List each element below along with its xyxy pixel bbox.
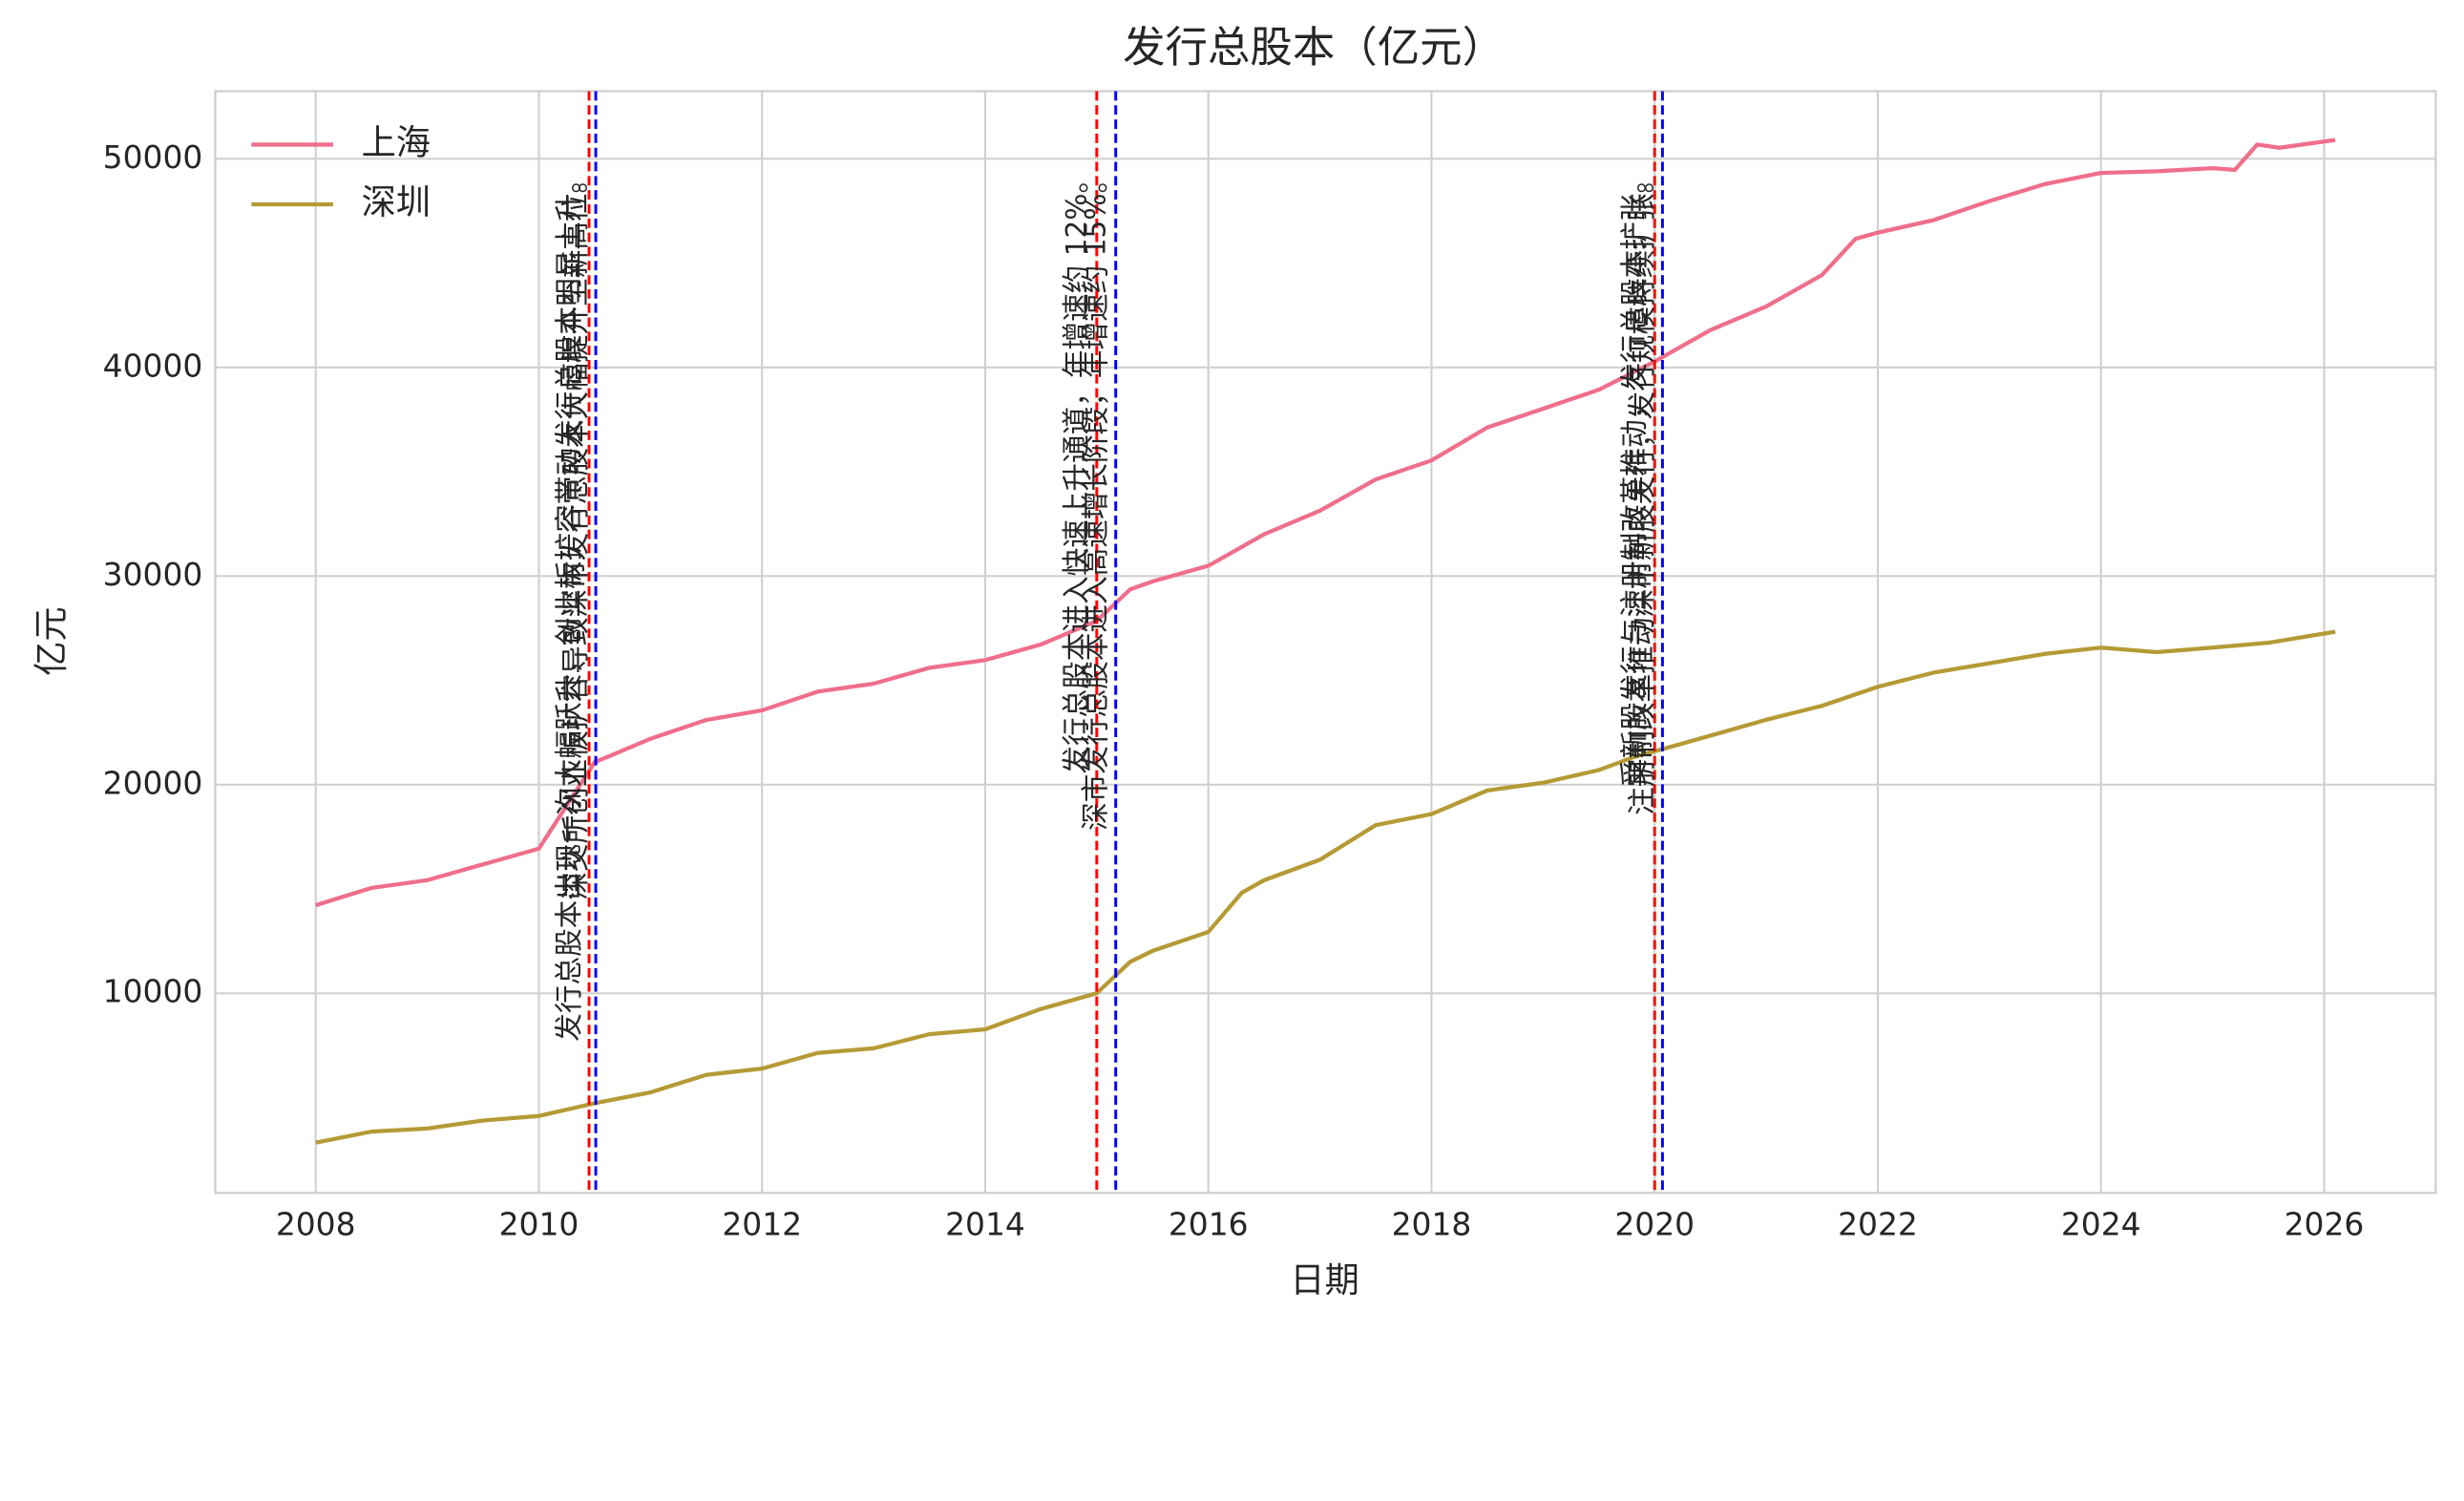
y-tick-label: 50000 bbox=[103, 138, 203, 176]
x-tick-label: 2024 bbox=[2061, 1205, 2141, 1242]
x-tick-label: 2010 bbox=[499, 1205, 579, 1242]
x-tick-label: 2008 bbox=[276, 1205, 356, 1242]
legend-label: 深圳 bbox=[362, 181, 431, 222]
y-axis-label: 亿元 bbox=[31, 606, 72, 675]
annotation-text: 发行总股本出现一次大幅跃升，创业板扩容带动发行总股本明显上升。 bbox=[553, 165, 585, 1042]
x-tick-label: 2012 bbox=[722, 1205, 802, 1242]
y-tick-label: 30000 bbox=[103, 556, 203, 593]
chart-title: 发行总股本（亿元） bbox=[1123, 24, 1505, 73]
legend-label: 上海 bbox=[362, 121, 431, 162]
x-tick-label: 2016 bbox=[1169, 1205, 1249, 1242]
x-tick-label: 2018 bbox=[1392, 1205, 1472, 1242]
y-tick-label: 20000 bbox=[103, 764, 203, 801]
annotation-text: 深市发行总股本进入高速增长阶段，年增速约 15%。 bbox=[1079, 165, 1111, 831]
x-tick-label: 2022 bbox=[1838, 1205, 1918, 1242]
x-tick-label: 2020 bbox=[1614, 1205, 1695, 1242]
annotation-text: 受新股发行与注册制改革推动，发行总股本扩张。 bbox=[1618, 165, 1651, 787]
line-series bbox=[315, 137, 2336, 908]
line-series bbox=[315, 629, 2336, 1145]
plot-frame bbox=[214, 90, 2437, 1194]
x-axis-label: 日期 bbox=[1290, 1259, 1358, 1300]
annotation-text: 深交所创业板扩容导致深市发行总股本大幅提升至新高位。 bbox=[559, 165, 592, 900]
annotation-text: 注册制改革推动深市新股发行，发行规模持续扩张。 bbox=[1626, 165, 1658, 815]
x-tick-label: 2026 bbox=[2285, 1205, 2365, 1242]
annotation-text: 发行总股本进入快速上升通道，年增速约 12%。 bbox=[1061, 165, 1093, 774]
x-tick-label: 2014 bbox=[945, 1205, 1025, 1242]
y-tick-label: 10000 bbox=[103, 973, 203, 1010]
y-tick-label: 40000 bbox=[103, 347, 203, 384]
